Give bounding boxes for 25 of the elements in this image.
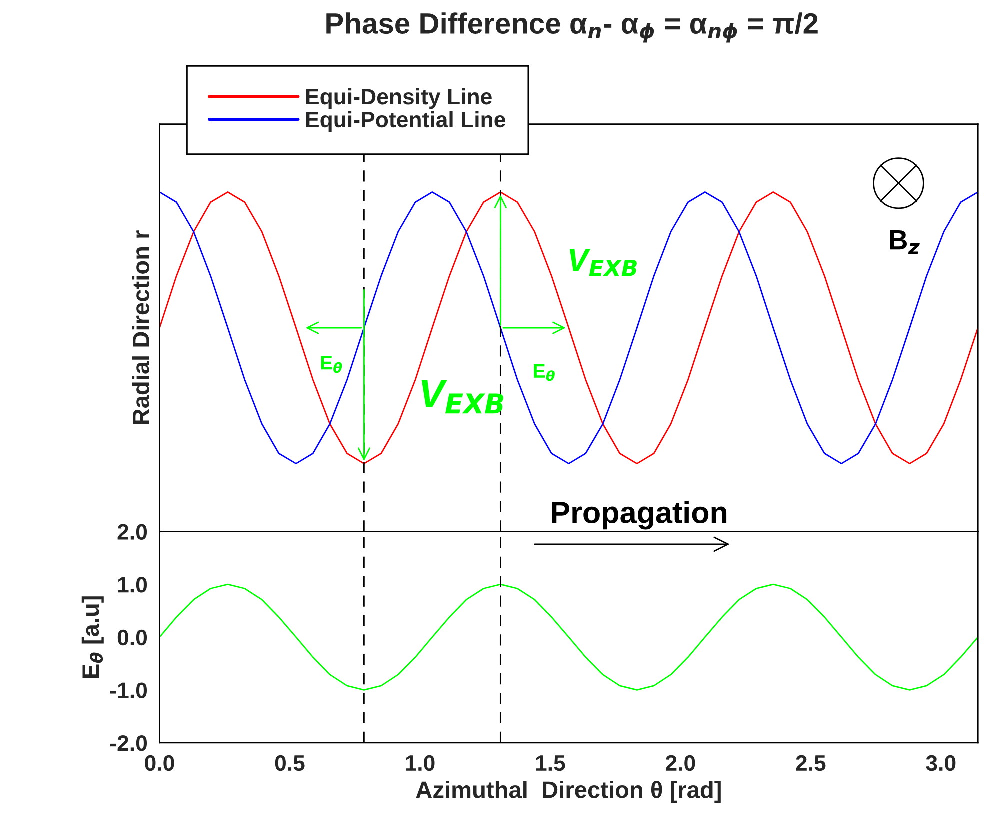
annotation: V$_{EXB}$ bbox=[422, 380, 504, 414]
annotation: B$_{z}$ bbox=[890, 230, 920, 254]
y-tick-label: 1.0 bbox=[118, 577, 148, 593]
y-tick-label: -2.0 bbox=[110, 736, 148, 752]
x-axis-title: Azimuthal Direction θ [rad] bbox=[416, 781, 721, 804]
x-tick-label: 2.5 bbox=[796, 755, 826, 772]
annotation: E$_{θ}$ bbox=[321, 356, 342, 374]
annotation: V$_{EXB}$ bbox=[570, 249, 637, 276]
y-tick-label: -1.0 bbox=[110, 682, 148, 698]
x-tick-label: 0.5 bbox=[275, 755, 305, 772]
legend-label: Equi-Potential Line bbox=[306, 111, 506, 132]
x-tick-label: 2.0 bbox=[666, 755, 696, 772]
x-tick-label: 3.0 bbox=[926, 755, 956, 772]
annotation: E$_{θ}$ bbox=[534, 364, 555, 382]
y-axis-title: E$_{θ}$ [a.u] bbox=[82, 596, 104, 678]
x-tick-label: 0.0 bbox=[145, 755, 174, 772]
annotation: Propagation bbox=[552, 501, 727, 530]
y-axis-title: Radial Direction r bbox=[132, 230, 150, 424]
chart-title: Phase Difference α$_{n}$- α$_{ϕ}$ = α$_{nϕ}$ = π/2 bbox=[326, 12, 818, 43]
legend-label: Equi-Density Line bbox=[306, 88, 492, 110]
line-series bbox=[160, 584, 978, 691]
x-tick-label: 1.5 bbox=[536, 756, 566, 772]
y-tick-label: 0.0 bbox=[118, 630, 148, 646]
x-tick-label: 1.0 bbox=[406, 755, 435, 772]
y-tick-label: 2.0 bbox=[118, 524, 148, 540]
